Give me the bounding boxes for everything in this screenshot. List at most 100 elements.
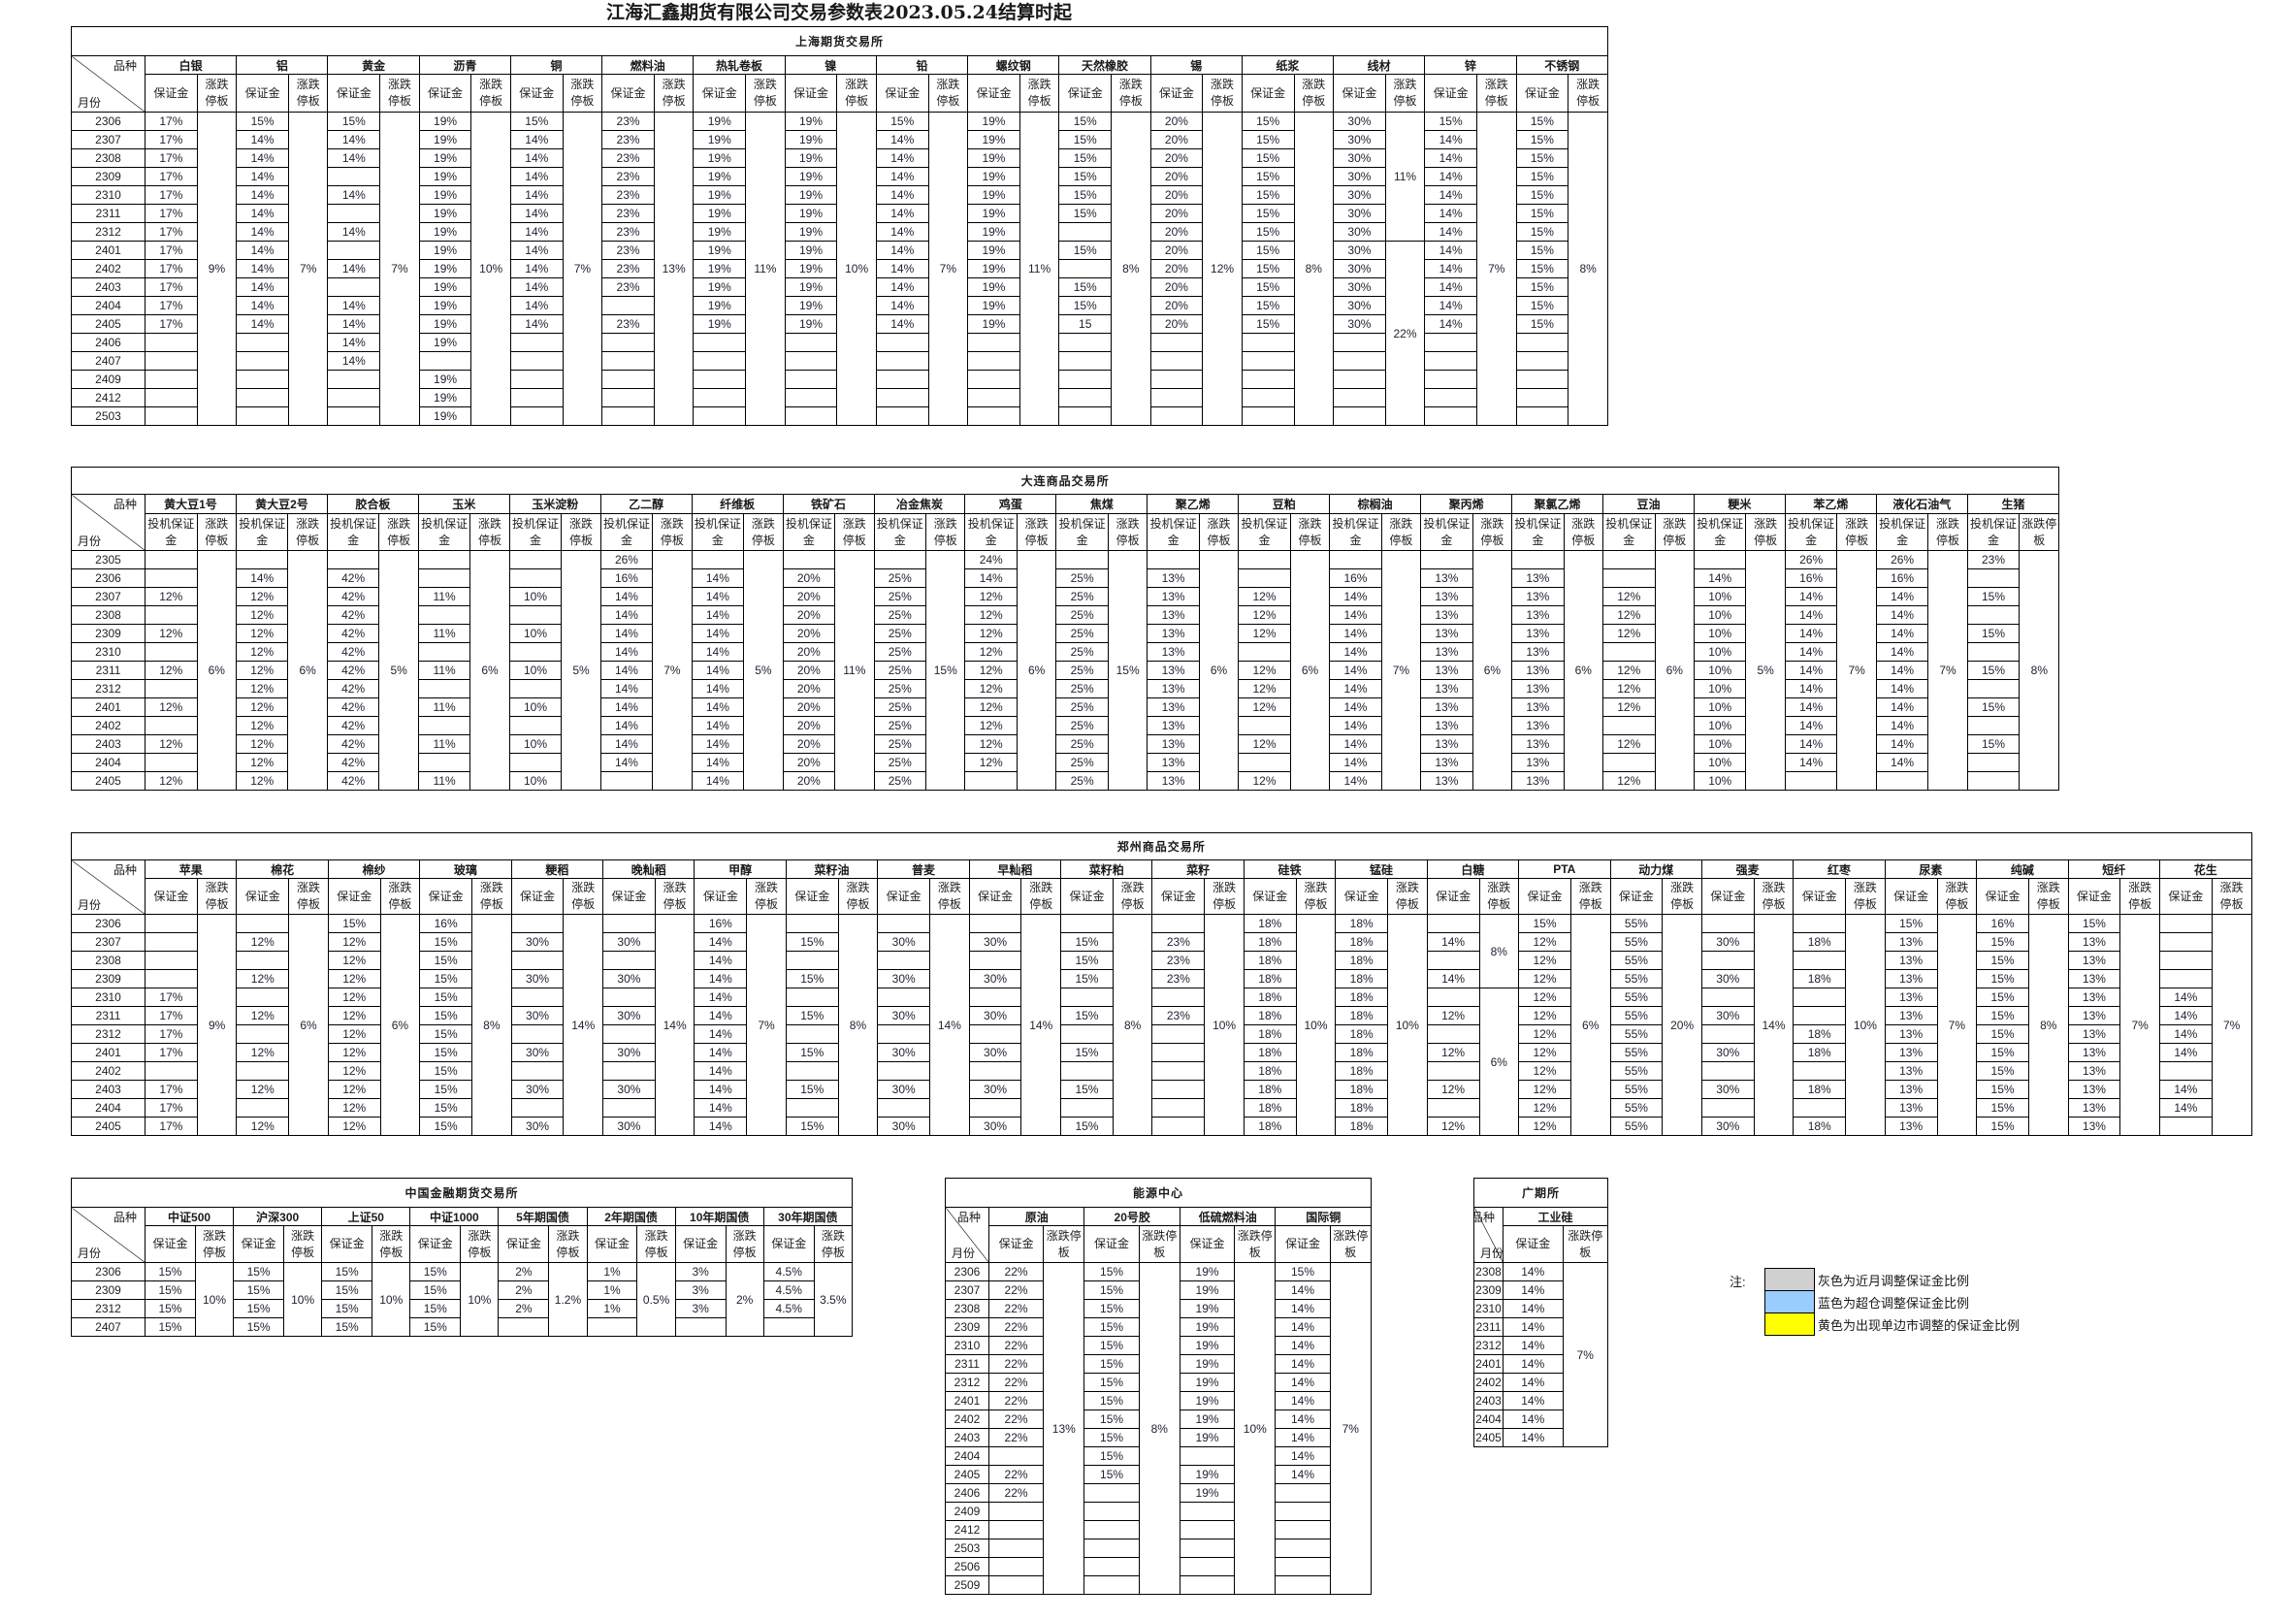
margin-cell: 13%: [1511, 753, 1565, 772]
margin-cell: [1602, 753, 1656, 772]
limit-header: 涨跌停板: [1478, 878, 1520, 915]
margin-cell: 14%: [599, 605, 654, 625]
margin-cell: [1424, 388, 1477, 407]
margin-cell: [1058, 388, 1113, 407]
margin-cell: 13%: [1511, 771, 1565, 791]
margin-cell: [1060, 988, 1114, 1007]
limit-cell: 7%: [1329, 1262, 1372, 1595]
margin-cell: 14%: [236, 222, 289, 242]
margin-cell: 14%: [1424, 130, 1477, 149]
margin-cell: [967, 351, 1020, 371]
limit-cell: 8%: [2027, 914, 2069, 1136]
margin-cell: [987, 1446, 1045, 1466]
table-row: 2405 17% 14% 14% 19% 14% 23% 19% 19% 14% 19% 15 20% 1…: [71, 314, 1608, 334]
product-header: 螺纹钢: [967, 54, 1060, 76]
margin-header: 保证金: [785, 878, 839, 915]
margin-cell: [508, 605, 563, 625]
margin-cell: [968, 1024, 1022, 1044]
margin-cell: [327, 370, 381, 389]
margin-cell: [1275, 1520, 1331, 1539]
margin-cell: 30%: [1333, 130, 1386, 149]
margin-cell: 15%: [1058, 148, 1113, 168]
limit-header: 涨跌停板: [1295, 878, 1337, 915]
margin-cell: 14%: [1503, 1354, 1564, 1374]
month-cell: 2401: [71, 697, 146, 717]
corner-header: 品种月份: [71, 859, 146, 915]
margin-cell: 20%: [1149, 148, 1204, 168]
margin-cell: 15%: [145, 1317, 196, 1337]
margin-cell: 42%: [326, 624, 380, 643]
margin-cell: 14%: [694, 1043, 748, 1062]
table-row: 2412: [945, 1520, 1372, 1539]
margin-cell: [1966, 771, 2021, 791]
margin-cell: 17%: [145, 314, 198, 334]
margin-cell: 30%: [968, 1080, 1022, 1099]
margin-cell: [145, 642, 198, 662]
margin-cell: 15%: [236, 112, 289, 131]
margin-cell: 15%: [1515, 241, 1569, 260]
margin-cell: 25%: [1055, 605, 1109, 625]
margin-cell: [1700, 951, 1755, 970]
product-header: 生猪: [1966, 493, 2060, 515]
month-cell: 2403: [1473, 1391, 1504, 1410]
limit-cell: 2%: [725, 1262, 764, 1337]
margin-cell: 12%: [1238, 734, 1291, 754]
month-cell: 2407: [71, 1317, 146, 1337]
margin-cell: [691, 550, 745, 569]
margin-header: 保证金: [1518, 878, 1571, 915]
margin-cell: [1875, 771, 1929, 791]
margin-cell: 19%: [693, 296, 747, 315]
margin-cell: 15%: [419, 1043, 473, 1062]
limit-header: 涨跌停板: [561, 513, 601, 551]
margin-cell: 14%: [691, 605, 745, 625]
table-row: 2310 17% 12% 15% 14% 18% 18% 6% 12% 55% 13% 15% 13% 1…: [71, 988, 2252, 1136]
limit-cell: 14%: [563, 914, 604, 1136]
margin-cell: 12%: [145, 587, 198, 606]
margin-cell: 26%: [1784, 550, 1838, 569]
margin-cell: 19%: [418, 185, 472, 205]
margin-cell: 15%: [1515, 296, 1569, 315]
margin-cell: 15%: [233, 1317, 285, 1337]
margin-cell: 15%: [1083, 1317, 1140, 1337]
month-cell: 2310: [71, 988, 146, 1007]
margin-cell: 13%: [1147, 587, 1200, 606]
margin-cell: 15%: [145, 1280, 196, 1300]
margin-cell: 14%: [2158, 988, 2213, 1007]
margin-cell: 14%: [1424, 241, 1477, 260]
margin-cell: 14%: [875, 314, 929, 334]
margin-cell: 13%: [1511, 697, 1565, 717]
corner-header: 品种月份: [71, 494, 146, 551]
margin-cell: 13%: [1147, 753, 1200, 772]
margin-cell: 14%: [599, 734, 654, 754]
margin-cell: [1602, 550, 1656, 569]
margin-cell: [1151, 1043, 1206, 1062]
margin-cell: 3%: [674, 1262, 727, 1281]
margin-cell: 14%: [1275, 1446, 1331, 1466]
margin-cell: 19%: [967, 185, 1020, 205]
margin-header: 投机保证金: [599, 513, 654, 551]
sub-header-row: 保证金 涨跌停板 保证金 涨跌停板 保证金 涨跌停板 保证金 涨跌停板 保证金 涨跌停板 保证金 涨跌…: [72, 74, 1608, 113]
margin-cell: 19%: [1179, 1373, 1236, 1392]
margin-cell: [1083, 1539, 1140, 1558]
limit-header: 涨跌停板: [379, 74, 420, 113]
margin-cell: 14%: [2158, 1006, 2213, 1025]
margin-cell: [782, 550, 836, 569]
margin-cell: 12%: [327, 1061, 381, 1081]
corner-header: 品种月份: [71, 1207, 146, 1263]
margin-cell: 2%: [498, 1280, 550, 1300]
table-row: 2403 14%: [1473, 1391, 1608, 1410]
margin-cell: 13%: [1420, 697, 1473, 717]
margin-cell: 30%: [1700, 1080, 1755, 1099]
product-header: 沪深300: [233, 1206, 323, 1227]
margin-cell: [1333, 351, 1386, 371]
limit-cell: 7%: [379, 112, 420, 426]
margin-cell: [1083, 1483, 1140, 1503]
margin-cell: 14%: [1275, 1317, 1331, 1337]
limit-cell: 10%: [1295, 914, 1337, 1136]
margin-cell: 10%: [508, 587, 563, 606]
table-row: 2401 22% 15% 19% 14%: [945, 1391, 1372, 1410]
margin-cell: 23%: [601, 130, 655, 149]
table-row: 2402 17% 14% 14% 19% 14% 23% 19% 19% 14% 19% 20% 15%…: [71, 259, 1608, 278]
month-cell: 2312: [945, 1373, 989, 1392]
